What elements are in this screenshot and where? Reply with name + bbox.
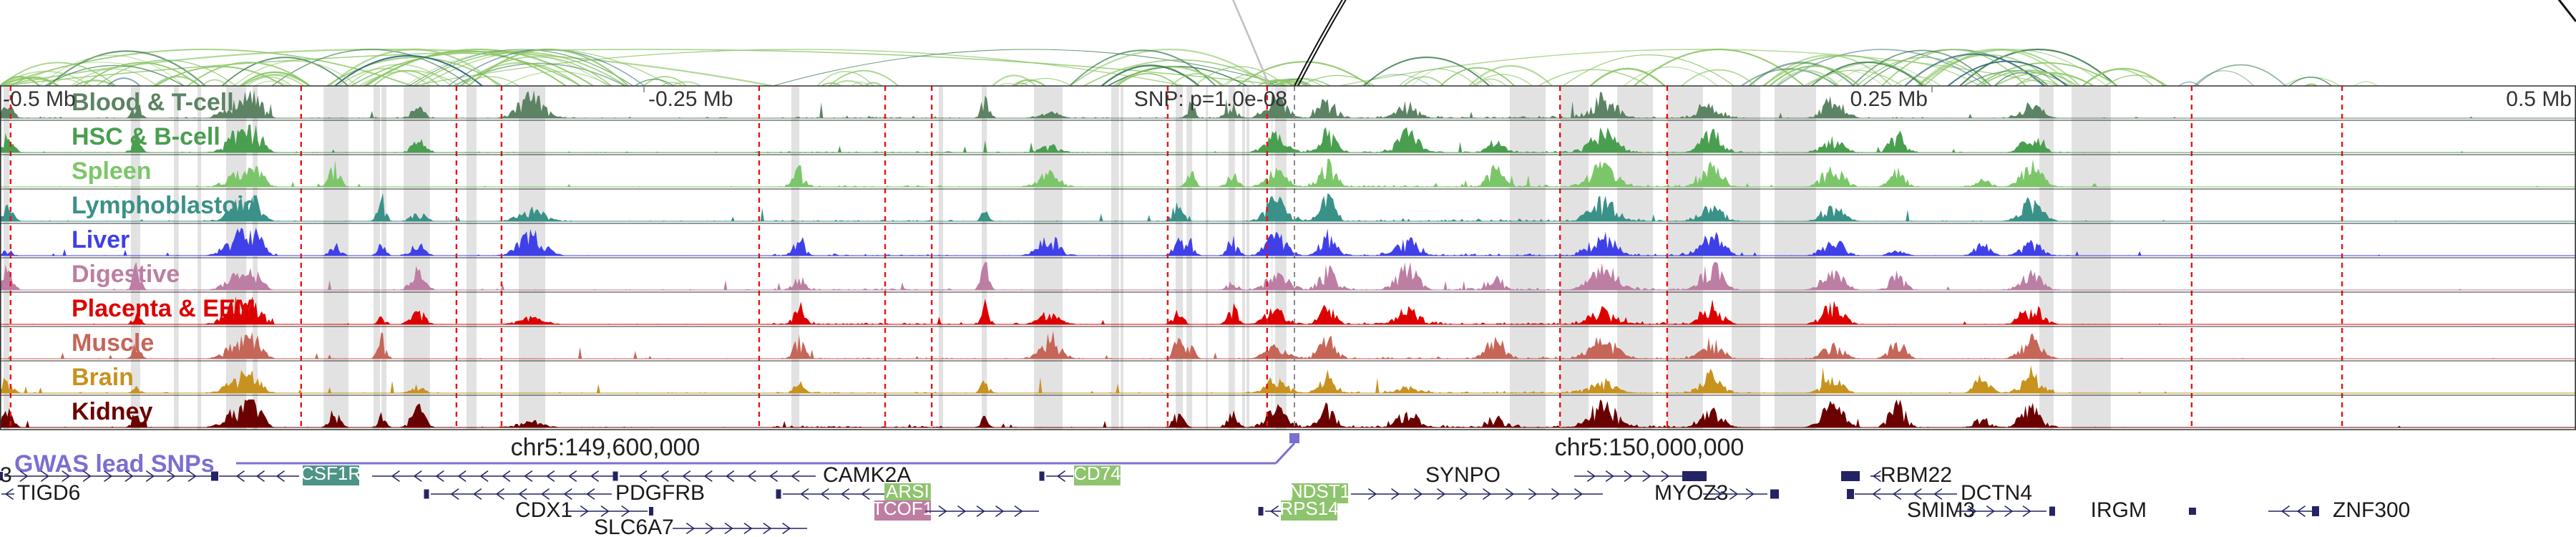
svg-text:-0.5 Mb: -0.5 Mb xyxy=(3,87,76,111)
svg-text:CDX1: CDX1 xyxy=(515,498,572,522)
svg-text:IRGM: IRGM xyxy=(2091,498,2147,522)
svg-text:3: 3 xyxy=(0,463,12,487)
svg-text:TIGD6: TIGD6 xyxy=(17,481,80,505)
svg-text:CD74: CD74 xyxy=(1073,463,1121,484)
svg-text:CSF1R: CSF1R xyxy=(301,463,361,484)
svg-text:chr5:150,000,000: chr5:150,000,000 xyxy=(1555,434,1745,461)
svg-text:chr5:149,600,000: chr5:149,600,000 xyxy=(511,434,701,461)
svg-text:Blood & T-cell: Blood & T-cell xyxy=(72,89,234,116)
svg-text:-0.25 Mb: -0.25 Mb xyxy=(648,87,733,111)
svg-text:PDGFRB: PDGFRB xyxy=(615,481,705,505)
svg-text:0.5 Mb: 0.5 Mb xyxy=(2506,87,2572,111)
svg-text:RBM22: RBM22 xyxy=(1880,463,1952,487)
svg-text:Muscle: Muscle xyxy=(72,329,154,357)
svg-text:SNP: p=1.0e-08: SNP: p=1.0e-08 xyxy=(1134,87,1287,111)
svg-text:SMIM3: SMIM3 xyxy=(1907,498,1975,522)
svg-text:Kidney: Kidney xyxy=(72,398,152,425)
svg-text:Digestive: Digestive xyxy=(72,261,180,288)
svg-text:RPS14: RPS14 xyxy=(1279,498,1338,519)
svg-text:Lymphoblastoid: Lymphoblastoid xyxy=(72,192,258,219)
svg-text:Brain: Brain xyxy=(72,364,134,391)
svg-text:Placenta & EEM: Placenta & EEM xyxy=(72,295,255,322)
svg-text:0.25 Mb: 0.25 Mb xyxy=(1850,87,1928,111)
svg-text:SLC6A7: SLC6A7 xyxy=(594,516,674,537)
svg-text:Liver: Liver xyxy=(72,226,130,253)
svg-text:ZNF300: ZNF300 xyxy=(2333,498,2410,522)
svg-text:Spleen: Spleen xyxy=(72,158,151,185)
svg-text:HSC & B-cell: HSC & B-cell xyxy=(72,123,220,150)
svg-text:MYOZ3: MYOZ3 xyxy=(1654,481,1728,505)
svg-text:SYNPO: SYNPO xyxy=(1425,463,1501,487)
svg-text:TCOF1: TCOF1 xyxy=(872,498,933,519)
